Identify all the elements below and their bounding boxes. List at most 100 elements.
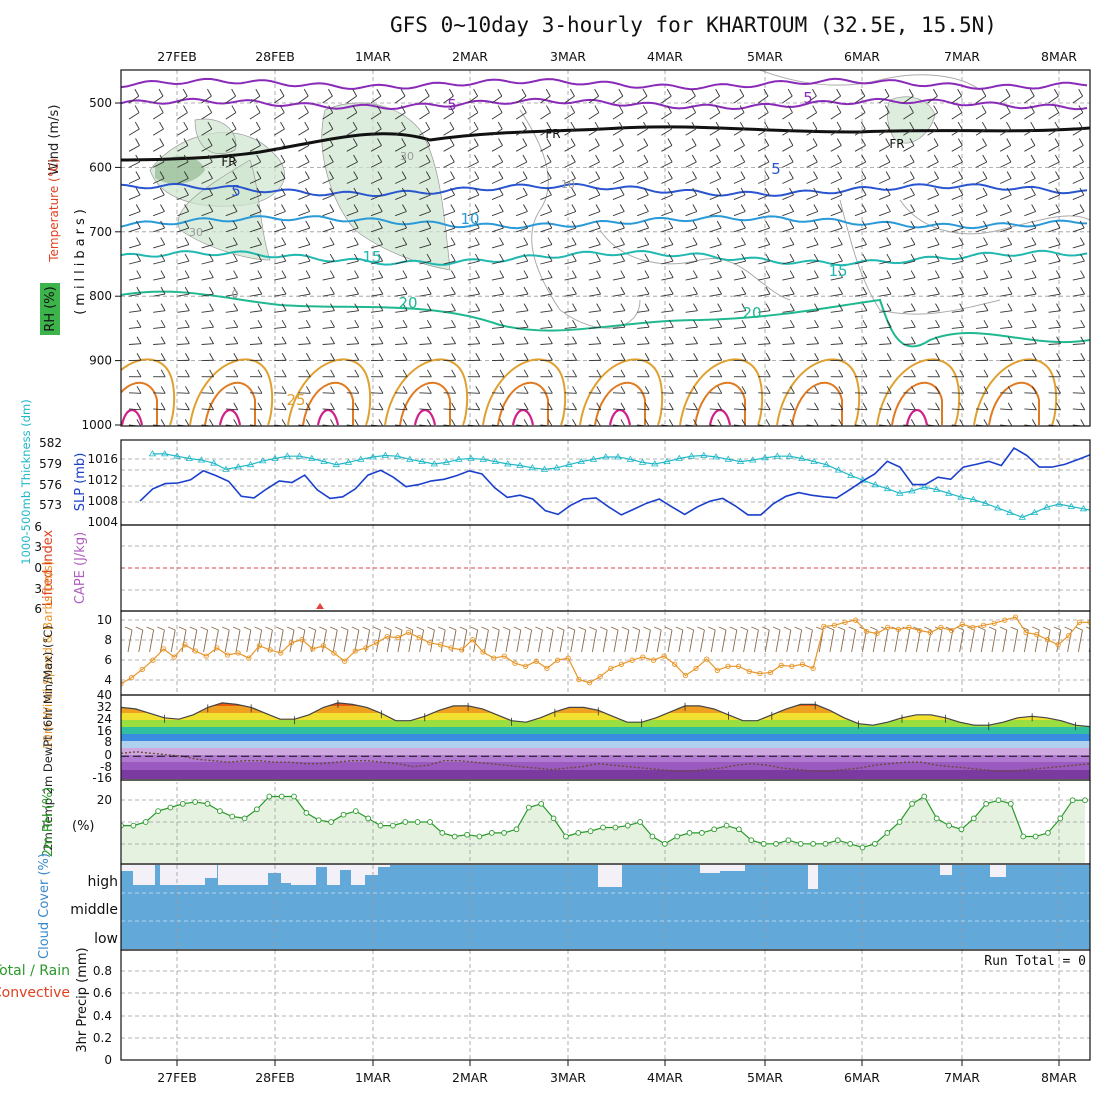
wind-barb-flag: [981, 88, 987, 97]
wind-barb: [516, 211, 528, 217]
wind-barb: [346, 178, 358, 184]
surface-wind-barb: [483, 629, 489, 653]
wind-barb-flag: [813, 171, 818, 179]
surface-wind-barb-flag: [826, 626, 835, 631]
wind-barb-flag: [232, 154, 237, 163]
wind-barb: [564, 277, 577, 281]
thickness-marker: [222, 465, 230, 472]
wind-speed-tick-label: 10: [97, 613, 112, 627]
surface-wind-barb: [635, 629, 641, 653]
wind-barb: [951, 343, 964, 345]
wind-barb-flag: [378, 220, 383, 229]
wind-barb: [951, 161, 963, 168]
wind-barb-flag: [862, 369, 868, 378]
contour-label: 30: [400, 150, 414, 163]
wind-barb-flag: [740, 154, 746, 163]
wind-barb: [322, 277, 335, 281]
wind-speed-marker: [533, 658, 539, 664]
wind-barb: [177, 293, 190, 297]
wind-barb-flag: [717, 303, 723, 311]
surface-wind-barb-flag: [848, 626, 856, 631]
wind-barb: [612, 227, 625, 233]
wind-barb: [395, 277, 408, 281]
wind-barb: [951, 145, 963, 152]
wind-barb-flag: [184, 187, 189, 196]
wind-barb-flag: [717, 353, 723, 361]
wind-barb-flag: [208, 220, 214, 229]
surface-wind-barb-flag: [146, 626, 154, 631]
wind-barb: [999, 95, 1011, 104]
wind-barb-flag: [497, 121, 503, 130]
wind-barb: [491, 128, 503, 136]
wind-barb-flag: [499, 303, 505, 311]
wind-barb-flag: [547, 402, 553, 411]
wind-barb: [322, 293, 335, 297]
wind-barb: [975, 211, 988, 217]
thickness-marker: [932, 485, 941, 492]
wind-barb: [685, 343, 698, 345]
wind-barb-flag: [184, 204, 190, 212]
wind-barb-flag: [231, 105, 237, 113]
wind-barb-flag: [207, 88, 212, 97]
wind-barb: [322, 392, 335, 394]
wind-barb-flag: [618, 121, 624, 130]
wind-speed-marker: [150, 657, 156, 663]
temperature-color-band: [121, 727, 1090, 734]
isotherm-25-lobe: [579, 358, 664, 426]
wind-barb: [951, 95, 962, 104]
wind-barb-flag: [354, 386, 360, 394]
wind-barb-flag: [789, 336, 795, 344]
wind-barb-flag: [353, 154, 358, 163]
temperature-color-band: [121, 713, 1090, 720]
date-label-bottom: 2MAR: [452, 1070, 488, 1085]
wind-speed-marker: [746, 668, 752, 675]
surface-wind-barb: [732, 629, 738, 653]
thickness-marker: [504, 460, 512, 467]
wind-barb: [588, 392, 601, 394]
wind10m-label: 10m Wind Speed & Barbs (m/s): [41, 561, 55, 750]
rh-shade-region: [194, 118, 237, 155]
surface-wind-barb-flag: [697, 626, 705, 631]
wind-barb: [854, 244, 867, 249]
thickness-marker: [651, 460, 659, 467]
wind-barb: [854, 260, 867, 265]
wind-barb: [1048, 408, 1061, 411]
rh-marker: [427, 819, 433, 825]
wind-barb-flag: [787, 88, 793, 97]
thickness-marker: [602, 453, 610, 460]
wind-barb: [540, 244, 553, 249]
wind-barb: [515, 145, 527, 152]
wind-barb-flag: [402, 353, 408, 361]
thickness-marker: [687, 452, 696, 459]
wind-barb-flag: [837, 237, 843, 245]
wind-barb: [419, 178, 431, 184]
wind-barb-flag: [570, 121, 576, 130]
wind-barb-flag: [620, 419, 626, 426]
wind-barb: [225, 293, 238, 297]
wind-barb-flag: [693, 353, 698, 361]
wind-barb-flag: [982, 154, 988, 163]
upper-panel-frame: [120, 69, 1091, 427]
surface-wind-barb: [840, 629, 846, 653]
thickness-marker: [234, 463, 243, 470]
wind-barb-flag: [886, 319, 892, 328]
wind-barb: [1024, 277, 1037, 281]
wind-barb: [201, 260, 214, 265]
wind-barb-flag: [1007, 402, 1013, 411]
surface-wind-barb: [473, 629, 479, 653]
date-label-top: 2MAR: [452, 49, 488, 64]
lifted-index-tick-label: 3: [34, 582, 42, 596]
wind-barb: [661, 310, 674, 313]
wind-barb: [999, 112, 1011, 120]
date-label-bottom: 1MAR: [355, 1070, 391, 1085]
wind-barb: [1000, 392, 1013, 394]
wind-barb-flag: [159, 138, 165, 146]
wind-barb-flag: [910, 220, 916, 229]
wind-barb: [854, 112, 866, 120]
rh-marker: [995, 797, 1002, 804]
wind-barb-flag: [402, 286, 408, 295]
wind-barb: [177, 392, 190, 394]
wind-barb-flag: [498, 204, 504, 212]
wind-barb: [443, 211, 456, 217]
wind-speed-marker: [171, 654, 177, 660]
